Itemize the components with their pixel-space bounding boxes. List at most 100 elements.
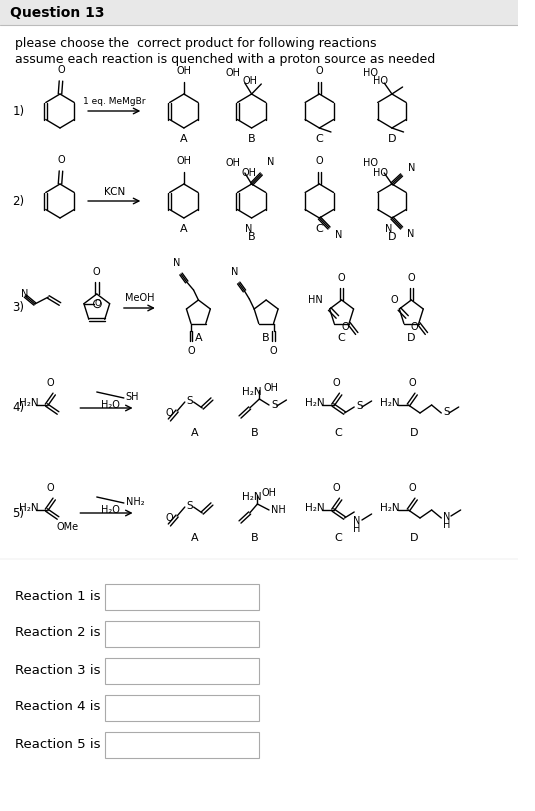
Text: OH: OH (177, 66, 192, 76)
Text: O: O (47, 378, 54, 388)
Text: O: O (47, 483, 54, 493)
Text: D: D (407, 333, 416, 343)
Text: 2): 2) (13, 195, 25, 208)
Text: D: D (388, 232, 396, 242)
Text: MeOH: MeOH (125, 293, 154, 303)
Text: N: N (408, 163, 416, 173)
Text: N: N (245, 224, 253, 234)
Text: O: O (316, 156, 323, 166)
Text: 3): 3) (13, 302, 25, 315)
Text: NH₂: NH₂ (126, 497, 144, 507)
Text: B: B (248, 134, 255, 144)
Text: S: S (187, 501, 193, 511)
Bar (104, 584, 259, 610)
Text: A: A (180, 134, 188, 144)
Text: O: O (390, 295, 398, 305)
Text: Reaction 4 is: Reaction 4 is (14, 701, 100, 714)
Text: H: H (443, 520, 450, 530)
Text: HO: HO (363, 158, 378, 168)
Text: OH: OH (225, 158, 240, 168)
Bar (104, 658, 259, 684)
Text: B: B (251, 533, 258, 543)
Text: O: O (408, 378, 416, 388)
Text: OH: OH (261, 488, 276, 498)
Text: H₂N: H₂N (242, 387, 262, 397)
Text: N: N (385, 224, 393, 234)
Text: Question 13: Question 13 (10, 6, 104, 20)
Text: HO: HO (363, 68, 378, 78)
Text: B: B (248, 232, 255, 242)
Bar (104, 621, 259, 647)
Text: S: S (443, 407, 450, 417)
Text: O: O (94, 299, 101, 308)
Text: C: C (335, 428, 342, 438)
Text: N: N (267, 157, 274, 167)
Text: assume each reaction is quenched with a proton source as needed: assume each reaction is quenched with a … (14, 53, 435, 66)
Text: Reaction 5 is: Reaction 5 is (14, 737, 100, 750)
Text: A: A (180, 224, 188, 234)
Text: C: C (316, 224, 323, 234)
Text: O: O (411, 322, 418, 332)
Text: HO: HO (372, 76, 387, 86)
Text: S: S (271, 400, 278, 410)
Text: S: S (187, 396, 193, 406)
Text: 5): 5) (13, 507, 25, 520)
Text: H: H (353, 524, 361, 534)
Text: OMe: OMe (56, 522, 78, 532)
Text: A: A (190, 533, 198, 543)
Text: C: C (338, 333, 346, 343)
Text: O: O (408, 273, 415, 283)
Text: O: O (408, 483, 416, 493)
Text: O: O (57, 155, 65, 165)
Text: N: N (443, 512, 450, 522)
Text: Reaction 2 is: Reaction 2 is (14, 627, 100, 640)
Text: H₂N: H₂N (242, 492, 262, 502)
Text: S: S (356, 401, 363, 411)
Text: H₂N: H₂N (380, 398, 400, 408)
Text: H₂N: H₂N (19, 398, 39, 408)
Text: HO: HO (372, 168, 387, 178)
Text: OH: OH (177, 156, 192, 166)
Text: H₂O: H₂O (101, 400, 120, 410)
Text: SH: SH (126, 392, 139, 402)
Text: OH: OH (263, 383, 278, 393)
Text: A: A (195, 333, 202, 343)
Text: C: C (316, 134, 323, 144)
Text: N: N (173, 258, 181, 268)
Text: O: O (341, 322, 349, 332)
Text: C: C (335, 533, 342, 543)
Text: H₂N: H₂N (380, 503, 400, 513)
Text: OH: OH (242, 76, 257, 86)
Text: O: O (333, 483, 341, 493)
Text: N: N (335, 230, 342, 240)
Text: O: O (338, 273, 346, 283)
Text: Reaction 1 is: Reaction 1 is (14, 590, 100, 603)
Text: O: O (187, 345, 195, 355)
Text: O: O (333, 378, 341, 388)
Text: D: D (410, 428, 418, 438)
Text: please choose the  correct product for following reactions: please choose the correct product for fo… (14, 36, 376, 49)
Text: OH: OH (241, 168, 256, 178)
Text: N: N (231, 267, 239, 277)
Text: O: O (165, 408, 173, 418)
Bar (104, 732, 259, 758)
Text: O: O (93, 267, 101, 277)
Text: A: A (190, 428, 198, 438)
Text: OH: OH (225, 68, 240, 78)
Text: N: N (353, 516, 361, 526)
Text: B: B (262, 333, 270, 343)
Text: H₂N: H₂N (19, 503, 39, 513)
Text: D: D (410, 533, 418, 543)
Bar (104, 695, 259, 721)
Text: 4): 4) (13, 401, 25, 414)
Text: O: O (57, 65, 65, 75)
Text: H₂N: H₂N (305, 503, 324, 513)
Text: O: O (270, 345, 277, 355)
Text: KCN: KCN (104, 187, 125, 197)
FancyBboxPatch shape (0, 0, 518, 25)
Text: D: D (388, 134, 396, 144)
Text: NH: NH (271, 505, 286, 515)
Text: H₂N: H₂N (305, 398, 324, 408)
Text: HN: HN (308, 295, 322, 305)
Text: O: O (165, 513, 173, 523)
